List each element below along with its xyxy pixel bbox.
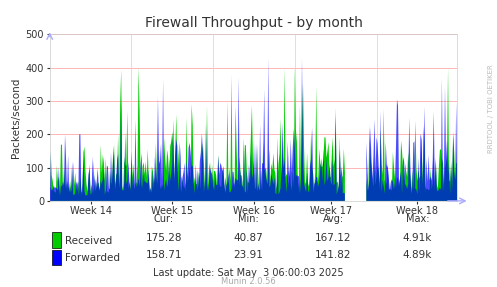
Title: Firewall Throughput - by month: Firewall Throughput - by month <box>145 16 362 30</box>
Text: 23.91: 23.91 <box>234 250 263 260</box>
Text: Received: Received <box>65 236 112 246</box>
Text: Last update: Sat May  3 06:00:03 2025: Last update: Sat May 3 06:00:03 2025 <box>153 268 344 278</box>
Text: Munin 2.0.56: Munin 2.0.56 <box>221 277 276 286</box>
Text: 40.87: 40.87 <box>234 233 263 243</box>
Text: Max:: Max: <box>406 214 429 224</box>
Text: 167.12: 167.12 <box>315 233 351 243</box>
Text: 158.71: 158.71 <box>146 250 182 260</box>
Y-axis label: Packets/second: Packets/second <box>11 77 21 158</box>
Text: 175.28: 175.28 <box>146 233 182 243</box>
Text: Forwarded: Forwarded <box>65 253 120 263</box>
Text: 4.89k: 4.89k <box>403 250 432 260</box>
Text: Min:: Min: <box>238 214 259 224</box>
Text: Avg:: Avg: <box>323 214 343 224</box>
Text: RRDTOOL / TOBI OETIKER: RRDTOOL / TOBI OETIKER <box>488 65 494 154</box>
Text: 4.91k: 4.91k <box>403 233 432 243</box>
Text: Cur:: Cur: <box>154 214 174 224</box>
Text: 141.82: 141.82 <box>315 250 351 260</box>
